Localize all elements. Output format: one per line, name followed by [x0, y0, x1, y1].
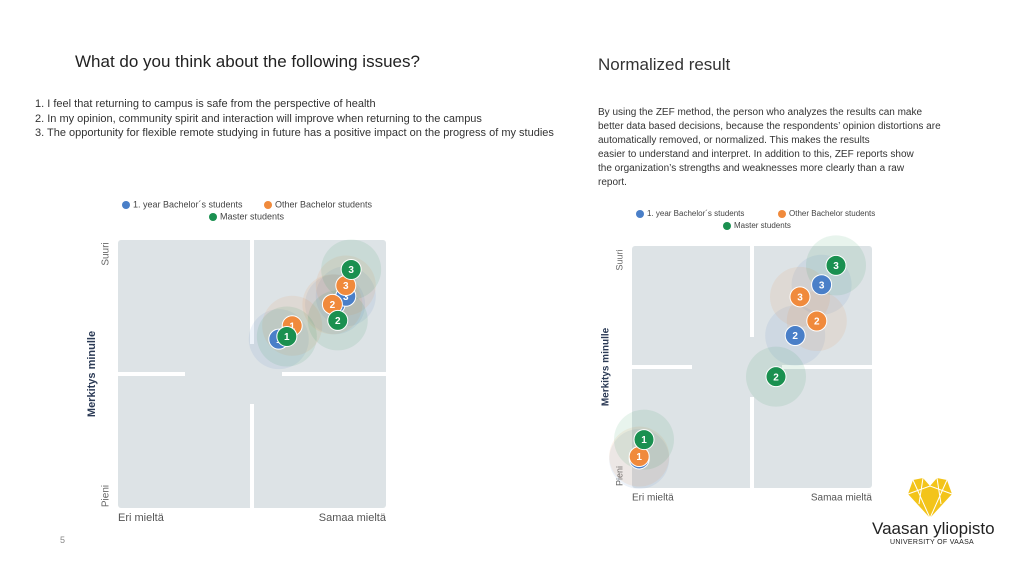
legend-swatch [122, 201, 130, 209]
question-item: 1. I feel that returning to campus is sa… [35, 98, 376, 110]
y-axis-label: Merkitys minulle [601, 327, 612, 406]
point-label: 1 [641, 435, 647, 446]
point-label: 2 [773, 372, 779, 383]
point-label: 3 [343, 281, 349, 292]
plot-area [632, 246, 872, 488]
point [811, 274, 833, 296]
chart: Suuri Pieni Merkitys minulle Eri mieltä Sama… [601, 209, 876, 504]
question-item: 2. In my opinion, community spirit and i… [35, 112, 482, 125]
text-line: By using the ZEF method, the person who … [598, 107, 923, 118]
point [806, 310, 828, 332]
logo-subtitle: UNIVERSITY OF VAASA [890, 539, 975, 546]
y-axis-label: Pieni [101, 485, 112, 507]
legend-entry: Master students [734, 221, 791, 230]
point [327, 309, 349, 331]
legend-swatch [209, 213, 217, 221]
point [784, 325, 806, 347]
point [276, 325, 298, 347]
point [789, 286, 811, 308]
point-label: 1 [636, 452, 642, 463]
logo-heart [908, 478, 952, 518]
point-label: 3 [797, 292, 803, 303]
question-item: 3. The opportunity for flexible remote s… [35, 127, 554, 139]
question-title: What do you think about the following is… [75, 52, 420, 71]
point-label: 2 [330, 300, 336, 311]
point-label: 1 [289, 321, 295, 332]
page-number: 5 [60, 535, 66, 545]
point [825, 254, 847, 276]
point-label: 2 [814, 317, 820, 328]
legend-entry: Other Bachelor students [275, 199, 373, 209]
y-axis-label: Pieni [614, 466, 624, 486]
x-axis-label: Samaa mieltä [811, 493, 873, 504]
plot-area [118, 240, 386, 508]
legend-entry: 1. year Bachelor´s students [133, 199, 243, 209]
point-label: 3 [343, 292, 349, 303]
y-axis-label: Suuri [614, 249, 624, 270]
logo-name: Vaasan yliopisto [872, 519, 995, 538]
normalized-text: By using the ZEF method, the person who … [598, 106, 941, 190]
legend-entry: 1. year Bachelor´s students [647, 209, 744, 218]
text-line: automatically removed, or normalized. Th… [598, 135, 870, 146]
logo-mark [907, 477, 953, 520]
point-label: 1 [284, 332, 290, 343]
question-list: 1. I feel that returning to campus is sa… [35, 97, 554, 141]
x-axis-label: Samaa mieltä [319, 512, 387, 524]
legend-swatch [264, 201, 272, 209]
point [765, 366, 787, 388]
logo-lines [907, 477, 953, 520]
text-line: better data based decisions, because the… [598, 121, 941, 132]
x-axis-label: Eri mieltä [632, 493, 674, 504]
legend-swatch [778, 210, 786, 218]
point-label: 3 [819, 280, 825, 291]
x-axis-label: Eri mieltä [118, 512, 165, 524]
point-label: 2 [335, 316, 341, 327]
legend-entry: Master students [220, 211, 285, 221]
normalized-title: Normalized result [598, 55, 731, 74]
text-line: easier to understand and interpret. In a… [598, 149, 914, 160]
point-label: 2 [792, 331, 798, 342]
legend-swatch [723, 222, 731, 230]
point [340, 258, 362, 280]
chart: Suuri Pieni Merkitys minulle Eri mieltä Sama… [86, 199, 387, 524]
point-label: 3 [833, 261, 839, 272]
legend-entry: Other Bachelor students [789, 209, 875, 218]
y-axis-label: Suuri [101, 242, 112, 265]
point [633, 429, 655, 451]
point-label: 3 [348, 265, 354, 276]
text-line: the organization’s strengths and weaknes… [598, 163, 905, 174]
y-axis-label: Merkitys minulle [86, 331, 98, 417]
legend-swatch [636, 210, 644, 218]
text-line: report. [598, 177, 627, 188]
